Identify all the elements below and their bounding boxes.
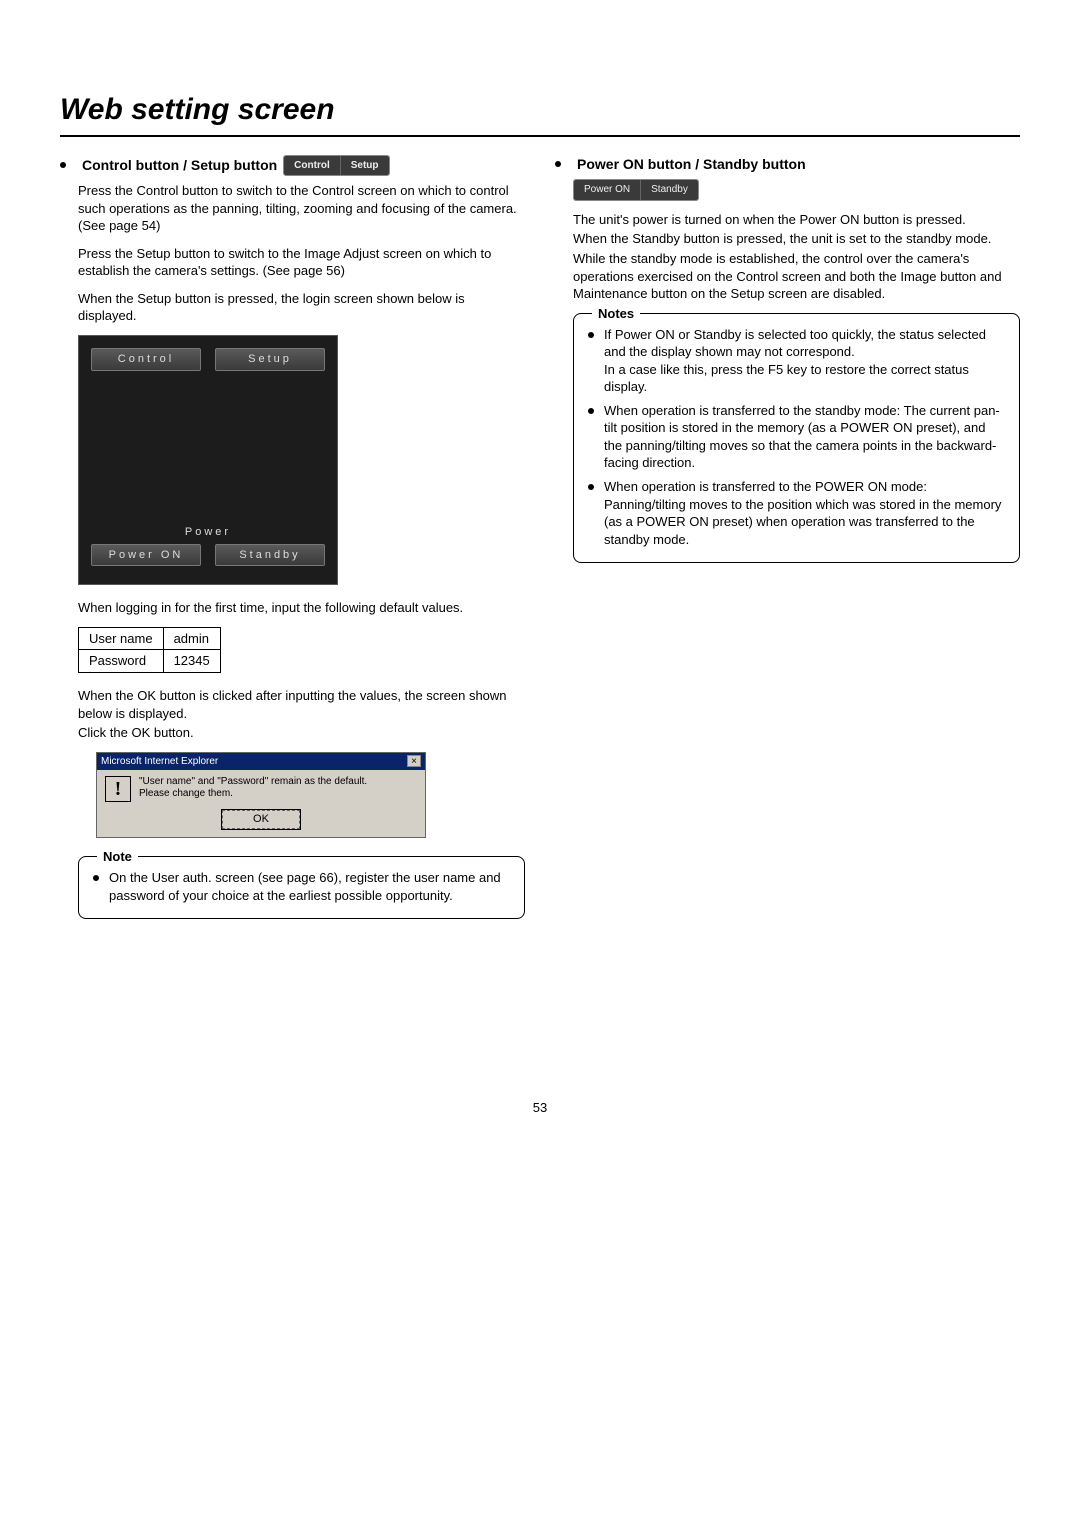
panel-setup-button[interactable]: Setup bbox=[215, 348, 325, 371]
note-box: Note On the User auth. screen (see page … bbox=[78, 856, 525, 919]
dialog-msg-line: "User name" and "Password" remain as the… bbox=[139, 776, 367, 788]
dialog-msg-line: Please change them. bbox=[139, 788, 367, 800]
table-row: User name admin bbox=[79, 627, 221, 650]
panel-poweron-button[interactable]: Power ON bbox=[91, 544, 201, 567]
paragraph: When logging in for the first time, inpu… bbox=[78, 599, 525, 617]
paragraph: While the standby mode is established, t… bbox=[573, 250, 1020, 303]
paragraph: Click the OK button. bbox=[78, 724, 525, 742]
heading-text: Power ON button / Standby button bbox=[577, 155, 806, 174]
control-setup-heading: Control button / Setup button Control Se… bbox=[60, 155, 525, 177]
note-item: On the User auth. screen (see page 66), … bbox=[93, 869, 510, 904]
bullet-icon bbox=[60, 162, 66, 168]
note-item: If Power ON or Standby is selected too q… bbox=[588, 326, 1005, 396]
ie-dialog: Microsoft Internet Explorer × ! "User na… bbox=[96, 752, 426, 838]
cell-username-value: admin bbox=[163, 627, 220, 650]
table-row: Password 12345 bbox=[79, 650, 221, 673]
note-text: When operation is transferred to the sta… bbox=[604, 402, 1005, 472]
note-item: When operation is transferred to the sta… bbox=[588, 402, 1005, 472]
close-icon[interactable]: × bbox=[407, 755, 421, 767]
poweron-standby-heading: Power ON button / Standby button bbox=[555, 155, 1020, 174]
bullet-icon bbox=[93, 875, 99, 881]
panel-control-button[interactable]: Control bbox=[91, 348, 201, 371]
setup-button[interactable]: Setup bbox=[341, 156, 389, 176]
right-column: Power ON button / Standby button Power O… bbox=[555, 155, 1020, 920]
heading-text: Control button / Setup button bbox=[82, 156, 277, 175]
page-title: Web setting screen bbox=[60, 90, 1020, 137]
paragraph: Press the Setup button to switch to the … bbox=[78, 245, 525, 280]
panel-standby-button[interactable]: Standby bbox=[215, 544, 325, 567]
warning-icon: ! bbox=[105, 776, 131, 802]
control-setup-buttons: Control Setup bbox=[283, 155, 389, 177]
note-text: When operation is transferred to the POW… bbox=[604, 478, 1005, 548]
bullet-icon bbox=[588, 484, 594, 490]
note-line: In a case like this, press the F5 key to… bbox=[604, 362, 969, 395]
standby-button[interactable]: Standby bbox=[641, 180, 698, 200]
paragraph: When the Standby button is pressed, the … bbox=[573, 230, 1020, 248]
two-column-layout: Control button / Setup button Control Se… bbox=[60, 155, 1020, 920]
page-number: 53 bbox=[60, 1099, 1020, 1117]
dialog-titlebar: Microsoft Internet Explorer × bbox=[97, 753, 425, 771]
left-column: Control button / Setup button Control Se… bbox=[60, 155, 525, 920]
bullet-icon bbox=[588, 408, 594, 414]
note-label: Note bbox=[97, 848, 138, 866]
paragraph: When the OK button is clicked after inpu… bbox=[78, 687, 525, 722]
credentials-table: User name admin Password 12345 bbox=[78, 627, 221, 673]
notes-box: Notes If Power ON or Standby is selected… bbox=[573, 313, 1020, 564]
note-text: On the User auth. screen (see page 66), … bbox=[109, 869, 510, 904]
notes-label: Notes bbox=[592, 305, 640, 323]
bullet-icon bbox=[555, 161, 561, 167]
cell-password-label: Password bbox=[79, 650, 164, 673]
poweron-standby-buttons: Power ON Standby bbox=[573, 179, 699, 201]
dialog-title: Microsoft Internet Explorer bbox=[101, 755, 218, 769]
note-line: If Power ON or Standby is selected too q… bbox=[604, 327, 986, 360]
note-text: If Power ON or Standby is selected too q… bbox=[604, 326, 1005, 396]
cell-username-label: User name bbox=[79, 627, 164, 650]
paragraph: The unit's power is turned on when the P… bbox=[573, 211, 1020, 229]
paragraph: Press the Control button to switch to th… bbox=[78, 182, 525, 235]
bullet-icon bbox=[588, 332, 594, 338]
login-screen-preview: Control Setup Power Power ON Standby bbox=[78, 335, 338, 586]
cell-password-value: 12345 bbox=[163, 650, 220, 673]
dialog-ok-button[interactable]: OK bbox=[222, 810, 300, 829]
poweron-button[interactable]: Power ON bbox=[574, 180, 641, 200]
power-label: Power bbox=[87, 525, 329, 540]
control-button[interactable]: Control bbox=[284, 156, 341, 176]
note-item: When operation is transferred to the POW… bbox=[588, 478, 1005, 548]
dialog-message: "User name" and "Password" remain as the… bbox=[139, 776, 367, 802]
paragraph: When the Setup button is pressed, the lo… bbox=[78, 290, 525, 325]
